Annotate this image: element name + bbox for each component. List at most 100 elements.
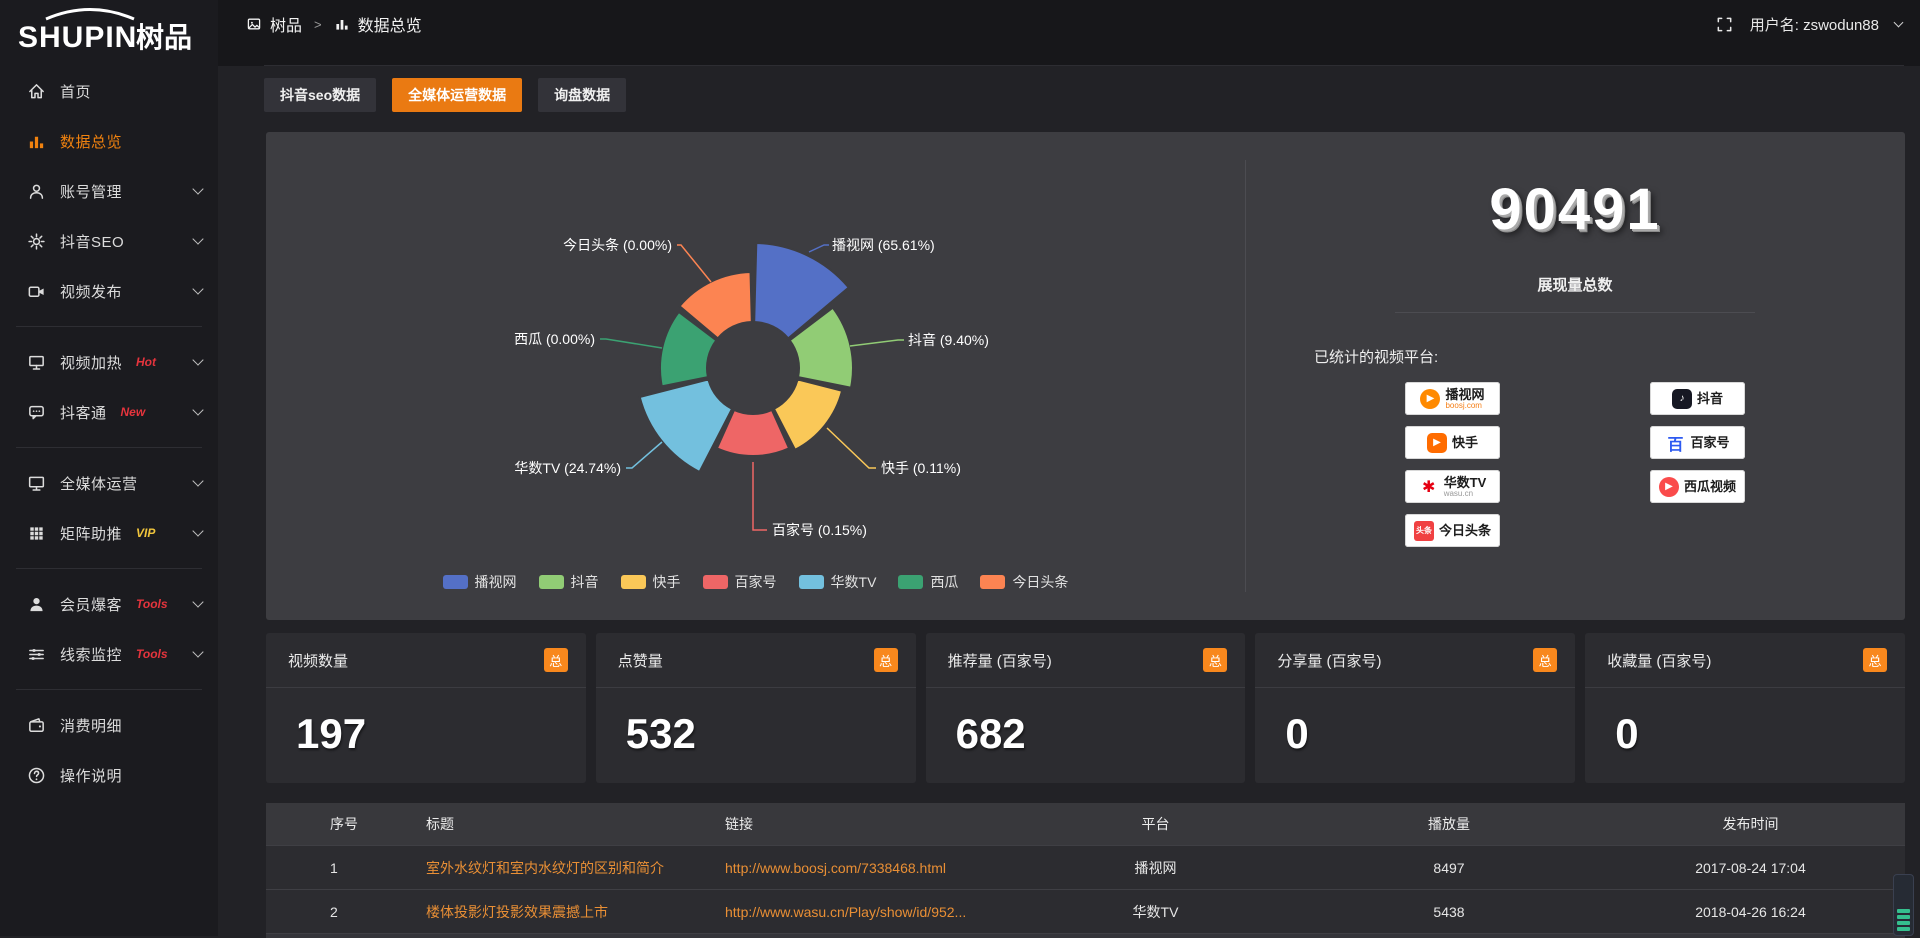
table-header-5: 发布时间 xyxy=(1722,816,1779,832)
sidebar-item-tag: VIP xyxy=(136,526,156,540)
legend-swatch xyxy=(898,575,924,589)
table-header-row: 序号 标题 链接 平台 播放量 发布时间 xyxy=(266,803,1905,845)
rose-pie-chart: 播视网 (65.61%) 抖音 (9.40%) 快手 (0.11%) 百家号 (0.1… xyxy=(514,237,989,538)
breadcrumb-app[interactable]: 树品 xyxy=(270,18,303,35)
platforms-heading: 已统计的视频平台: xyxy=(1314,349,1439,366)
bar-chart-icon xyxy=(26,131,46,151)
tab-inquiry-data[interactable]: 询盘数据 xyxy=(538,78,627,112)
total-badge[interactable]: 总 xyxy=(1203,648,1228,672)
pie-slice-baijiahao[interactable] xyxy=(715,408,791,458)
legend-label: 今日头条 xyxy=(1012,574,1069,590)
tab-omnimedia-data[interactable]: 全媒体运营数据 xyxy=(392,78,523,112)
pie-label-line-wasu xyxy=(626,441,663,469)
sidebar-item-operation-guide[interactable]: 操作说明 xyxy=(0,750,218,800)
sidebar-item-home[interactable]: 首页 xyxy=(0,66,218,116)
pie-slice-xigua[interactable] xyxy=(659,310,718,388)
table-header-1: 标题 xyxy=(426,816,454,832)
sidebar-item-doukertong[interactable]: 抖客通 New xyxy=(0,387,218,437)
cell-url-link[interactable]: http://www.boosj.com/7338468.html xyxy=(725,859,947,876)
legend-label: 华数TV xyxy=(830,574,877,590)
sidebar-item-label: 操作说明 xyxy=(60,767,123,785)
chevron-down-icon xyxy=(192,525,204,537)
sidebar-item-tag: Hot xyxy=(136,355,157,369)
sidebar-item-label: 视频加热 xyxy=(60,354,123,372)
screen-icon xyxy=(26,352,46,372)
pie-slice-kuaishou[interactable] xyxy=(772,378,844,452)
sidebar-item-matrix-boost[interactable]: 矩阵助推 VIP xyxy=(0,508,218,558)
sidebar-item-consumption-detail[interactable]: 消费明细 xyxy=(0,700,218,750)
pie-slice-wasu[interactable] xyxy=(638,378,734,474)
sidebar-item-tag: New xyxy=(120,405,146,419)
platform-badge-name: 抖音 xyxy=(1696,391,1723,406)
fullscreen-icon[interactable] xyxy=(1715,15,1734,34)
table-header-4: 播放量 xyxy=(1428,816,1470,832)
username-label[interactable]: 用户名: zswodun88 xyxy=(1749,16,1879,34)
table-row: 1 室外水纹灯和室内水纹灯的区别和简介 http://www.boosj.com… xyxy=(266,845,1905,889)
breadcrumb-page-icon xyxy=(334,16,350,32)
cell-no: 2 xyxy=(330,903,338,920)
sidebar-item-label: 首页 xyxy=(60,83,92,101)
total-badge[interactable]: 总 xyxy=(1533,648,1558,672)
sidebar-item-account-management[interactable]: 账号管理 xyxy=(0,166,218,216)
stat-card-4: 收藏量 (百家号) 总 0 xyxy=(1585,633,1905,783)
total-badge[interactable]: 总 xyxy=(873,648,898,672)
overview-panel: 播视网 (65.61%) 抖音 (9.40%) 快手 (0.11%) 百家号 (0.1… xyxy=(266,132,1905,620)
total-badge[interactable]: 总 xyxy=(543,648,568,672)
sidebar-item-member-baoke[interactable]: 会员爆客 Tools xyxy=(0,579,218,629)
pie-label-boosj: 播视网 (65.61%) xyxy=(832,237,935,253)
cell-plays: 5438 xyxy=(1433,903,1465,920)
legend-item-toutiao[interactable]: 今日头条 xyxy=(980,572,1068,592)
sidebar-item-video-publish[interactable]: 视频发布 xyxy=(0,266,218,316)
pie-slice-toutiao[interactable] xyxy=(678,270,753,340)
cell-url-link[interactable]: http://www.wasu.cn/Play/show/id/952... xyxy=(725,903,967,920)
cell-platform: 华数TV xyxy=(1132,903,1179,920)
pie-label-line-toutiao xyxy=(677,244,712,283)
pie-slice-boosj[interactable] xyxy=(753,241,851,340)
platform-badge-name: 今日头条 xyxy=(1438,523,1491,538)
sidebar: SHUPIN 树品 首页 数据总览 账号管理 抖音SEO 视频发布 视频加热 Hot 抖客通 N… xyxy=(0,0,218,936)
legend-item-douyin[interactable]: 抖音 xyxy=(538,572,599,592)
sidebar-item-label: 抖客通 xyxy=(60,404,107,422)
sidebar-item-video-heating[interactable]: 视频加热 Hot xyxy=(0,337,218,387)
chat-icon xyxy=(26,402,46,422)
sidebar-item-data-overview[interactable]: 数据总览 xyxy=(0,116,218,166)
sidebar-item-label: 抖音SEO xyxy=(60,233,125,251)
total-badge[interactable]: 总 xyxy=(1862,648,1887,672)
sidebar-divider xyxy=(16,689,202,690)
toutiao-logo: 头条 xyxy=(1413,520,1434,541)
cell-title-link[interactable]: 楼体投影灯投影效果震撼上市 xyxy=(426,903,608,920)
sidebar-item-label: 消费明细 xyxy=(60,717,123,735)
legend-item-wasu[interactable]: 华数TV xyxy=(798,572,877,592)
legend-item-xigua[interactable]: 西瓜 xyxy=(898,572,958,592)
stat-card-value: 0 xyxy=(1285,710,1309,757)
cell-no: 1 xyxy=(330,859,338,876)
stat-card-label: 推荐量 (百家号) xyxy=(947,652,1052,670)
question-icon xyxy=(26,765,46,785)
legend-swatch xyxy=(538,575,564,589)
floating-meter-widget[interactable] xyxy=(1893,874,1914,936)
pie-label-wasu: 华数TV (24.74%) xyxy=(514,460,621,476)
legend-item-boosj[interactable]: 播视网 xyxy=(442,572,517,592)
meter-segment xyxy=(1897,927,1910,931)
legend-swatch xyxy=(620,575,646,589)
stat-card-label: 分享量 (百家号) xyxy=(1277,652,1382,670)
table-header-2: 链接 xyxy=(725,816,753,832)
legend-item-kuaishou[interactable]: 快手 xyxy=(620,572,681,592)
table-header-3: 平台 xyxy=(1141,816,1170,832)
sidebar-item-lead-monitor[interactable]: 线索监控 Tools xyxy=(0,629,218,679)
legend-item-baijiahao[interactable]: 百家号 xyxy=(702,572,777,592)
tab-douyin-seo-data[interactable]: 抖音seo数据 xyxy=(264,78,377,112)
stat-card-label: 收藏量 (百家号) xyxy=(1607,652,1712,670)
grid-icon xyxy=(26,523,46,543)
sidebar-item-tag: Tools xyxy=(136,647,168,661)
user-menu-chevron-icon[interactable] xyxy=(1893,17,1904,28)
legend-swatch xyxy=(702,575,728,589)
topbar: 树品 > 数据总览 用户名: zswodun88 xyxy=(218,0,1920,66)
sidebar-item-douyin-seo[interactable]: 抖音SEO xyxy=(0,216,218,266)
sidebar-item-omnimedia-operation[interactable]: 全媒体运营 xyxy=(0,458,218,508)
pie-slice-douyin[interactable] xyxy=(788,306,854,389)
cell-title-link[interactable]: 室外水纹灯和室内水纹灯的区别和简介 xyxy=(426,859,664,876)
breadcrumb-page[interactable]: 数据总览 xyxy=(357,18,422,35)
legend-label: 播视网 xyxy=(474,574,517,590)
stat-card-label: 点赞量 xyxy=(617,652,663,670)
